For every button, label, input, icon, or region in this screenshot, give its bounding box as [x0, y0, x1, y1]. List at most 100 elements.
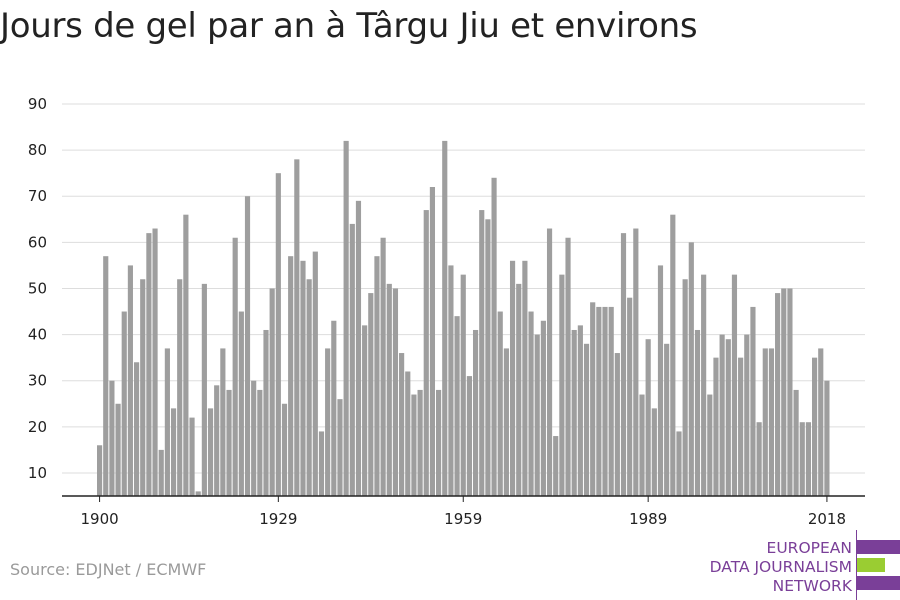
bar-1966	[503, 348, 509, 496]
bar-1903	[115, 403, 121, 496]
bar-2011	[781, 288, 787, 496]
bar-1979	[583, 343, 590, 496]
source-credit: Source: EDJNet / ECMWF	[10, 560, 207, 579]
logo-divider	[856, 530, 857, 600]
bar-2000	[713, 357, 719, 496]
bar-1990	[651, 408, 657, 496]
y-tick-label: 40	[28, 326, 47, 344]
bar-2018	[824, 380, 830, 496]
bar-1940	[343, 140, 349, 497]
x-tick-label: 1900	[80, 510, 118, 528]
bar-1941	[349, 223, 355, 496]
bar-1900	[97, 445, 103, 496]
bar-1965	[497, 311, 503, 496]
logo-line-1: EUROPEAN	[766, 539, 852, 557]
bar-1938	[331, 320, 337, 496]
logo-bar-purple-top	[857, 540, 900, 554]
bar-1955	[436, 389, 442, 496]
bar-1956	[442, 140, 448, 497]
bar-1985	[620, 233, 627, 497]
bar-1959	[460, 274, 466, 496]
bar-1901	[103, 256, 109, 496]
bar-1989	[645, 339, 651, 496]
bar-1967	[509, 260, 516, 496]
bar-1991	[657, 265, 664, 496]
bar-1918	[207, 408, 214, 496]
edjnet-logo: EUROPEAN DATA JOURNALISM NETWORK	[700, 530, 900, 600]
bar-2015	[805, 422, 812, 496]
bar-1922	[232, 237, 238, 496]
bar-1973	[546, 228, 553, 497]
logo-bar-green	[857, 558, 885, 572]
y-tick-label: 30	[28, 372, 47, 390]
bar-1935	[312, 251, 318, 496]
bar-1920	[220, 348, 226, 496]
bar-1942	[355, 200, 362, 497]
bar-1909	[152, 228, 158, 497]
bar-2002	[725, 339, 731, 496]
y-tick-label: 80	[28, 141, 47, 159]
bar-2003	[731, 274, 738, 496]
bar-1981	[596, 306, 602, 496]
bar-2005	[744, 334, 750, 496]
bar-1943	[362, 325, 368, 496]
bar-1951	[411, 394, 417, 496]
bar-1929	[275, 173, 281, 497]
bar-2012	[787, 288, 793, 496]
bar-1927	[263, 329, 269, 496]
bar-1926	[257, 389, 263, 496]
x-tick-label: 1989	[629, 510, 667, 528]
bar-1954	[429, 187, 436, 496]
bar-1978	[577, 325, 583, 496]
logo-line-3: NETWORK	[772, 577, 852, 595]
bar-1999	[707, 394, 713, 496]
y-tick-label: 20	[28, 418, 47, 436]
x-tick-label: 2018	[808, 510, 846, 528]
bar-1969	[522, 260, 528, 496]
bar-1923	[238, 311, 244, 496]
bar-2009	[768, 348, 775, 496]
bar-2017	[818, 348, 824, 496]
bar-2007	[756, 422, 762, 496]
bar-1908	[146, 233, 152, 497]
bar-1958	[454, 316, 460, 496]
bar-1917	[201, 283, 207, 496]
bar-1982	[602, 306, 608, 496]
bar-1933	[300, 260, 306, 496]
bar-1977	[571, 329, 577, 496]
bar-1974	[553, 436, 559, 496]
bar-1997	[694, 329, 701, 496]
bar-1987	[633, 228, 639, 497]
y-tick-label: 10	[28, 464, 47, 482]
bar-1998	[701, 274, 707, 496]
bar-1947	[386, 283, 392, 496]
bar-1934	[306, 279, 312, 496]
bar-1946	[380, 237, 386, 496]
bar-1944	[368, 293, 374, 496]
bar-1928	[269, 288, 275, 496]
y-tick-label: 90	[28, 95, 47, 113]
bar-1910	[158, 449, 164, 496]
bar-1962	[479, 210, 485, 496]
bar-2004	[738, 357, 744, 496]
bar-1945	[374, 256, 380, 496]
bar-1957	[448, 265, 454, 496]
bar-1964	[491, 177, 497, 496]
bar-1911	[164, 348, 170, 496]
bar-1912	[170, 408, 177, 496]
bar-1995	[682, 279, 688, 496]
bar-2013	[793, 389, 799, 496]
x-axis: 1900 1929 1959 1989 2018	[62, 495, 865, 528]
bar-1971	[534, 334, 540, 496]
bar-2001	[719, 334, 725, 496]
bar-1915	[189, 417, 195, 496]
bar-1953	[423, 210, 429, 496]
bar-1975	[559, 274, 565, 496]
bars	[97, 140, 830, 497]
bar-1950	[405, 371, 411, 496]
bar-1925	[251, 380, 257, 496]
bar-1913	[177, 279, 183, 496]
bar-1921	[226, 389, 232, 496]
bar-2006	[750, 306, 756, 496]
bar-1993	[670, 214, 676, 496]
